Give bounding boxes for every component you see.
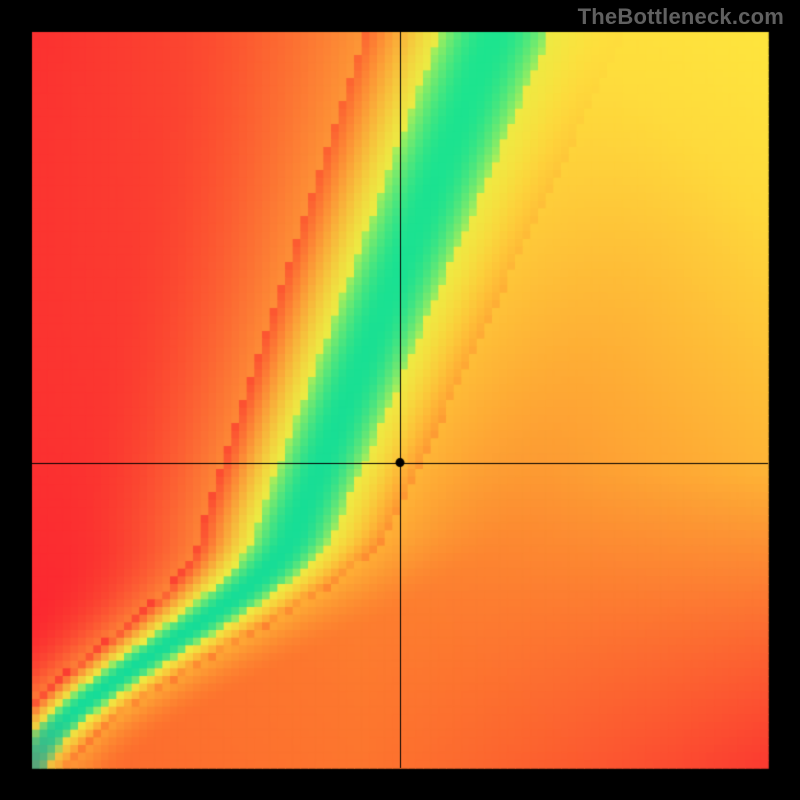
- bottleneck-heatmap: [0, 0, 800, 800]
- watermark-text: TheBottleneck.com: [578, 4, 784, 30]
- chart-container: TheBottleneck.com: [0, 0, 800, 800]
